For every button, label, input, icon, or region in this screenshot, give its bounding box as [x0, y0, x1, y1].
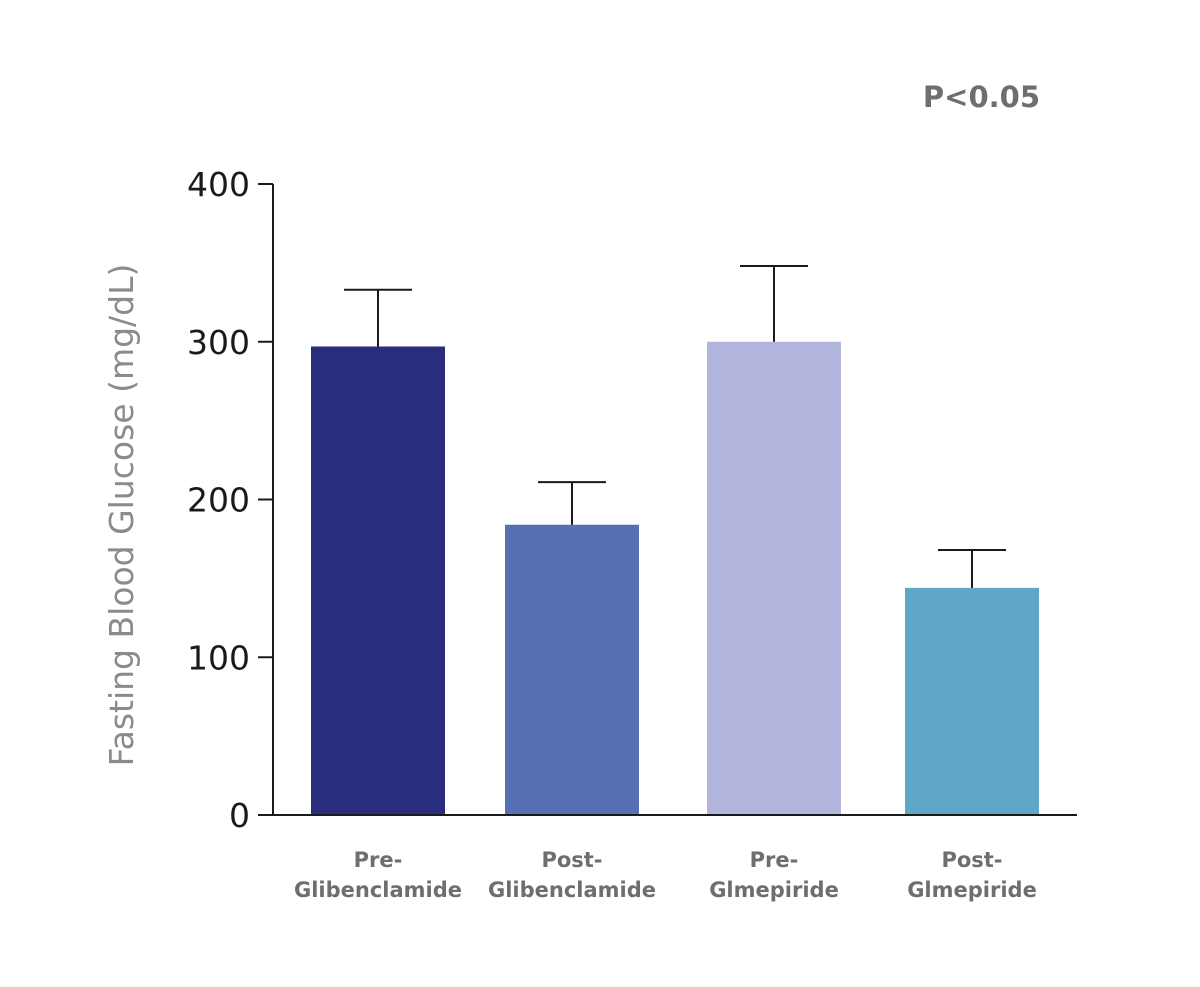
x-category-label: Post-Glmepiride [907, 848, 1037, 902]
bar-4 [905, 587, 1039, 815]
y-tick-label: 0 [229, 796, 250, 835]
x-category-label: Pre-Glmepiride [709, 848, 839, 902]
y-ticks-group: 0 100 200 300 400 [187, 165, 273, 835]
y-axis-label: Fasting Blood Glucose (mg/dL) [102, 264, 141, 767]
x-category-label: Pre-Glibenclamide [294, 848, 462, 902]
y-tick-label: 200 [187, 481, 250, 520]
bar-2 [505, 524, 639, 815]
y-tick-label: 400 [187, 165, 250, 204]
x-labels-group: Pre-Glibenclamide Post-Glibenclamide Pre-G… [294, 848, 1037, 902]
bar-3 [707, 341, 841, 815]
bar-1 [311, 346, 445, 815]
bars-group [311, 341, 1039, 815]
x-category-label: Post-Glibenclamide [488, 848, 656, 902]
error-bars-group [344, 265, 1006, 588]
y-tick-label: 300 [187, 323, 250, 362]
significance-annotation: P<0.05 [923, 80, 1040, 114]
y-tick-label: 100 [187, 638, 250, 677]
